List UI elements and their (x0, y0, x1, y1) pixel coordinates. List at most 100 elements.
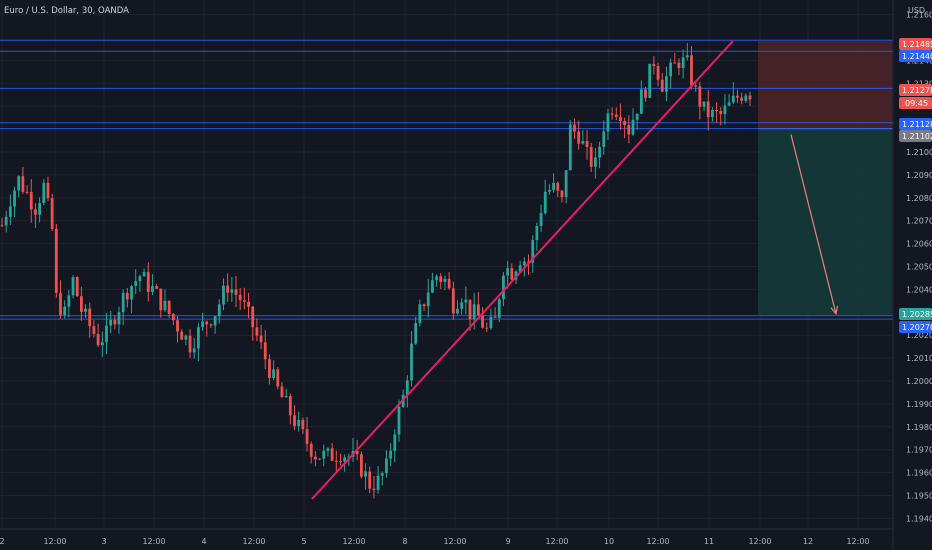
price-tick-label: 1.19700 (906, 446, 932, 455)
horizontal-lines[interactable] (0, 39, 893, 320)
candle-body (585, 140, 589, 147)
candle-body (631, 119, 635, 135)
candle-body (493, 316, 497, 318)
candle-body (698, 86, 702, 107)
price-tick-label: 1.20500 (906, 263, 932, 272)
candle-body (502, 275, 505, 300)
candle-body (130, 286, 133, 300)
candle-body (652, 63, 656, 67)
candle-body (539, 213, 543, 227)
candle-body (34, 209, 37, 215)
trendline[interactable] (311, 40, 734, 500)
price-tag-label: 1.20285 (902, 310, 932, 319)
candle-body (59, 292, 62, 316)
candle-body (84, 308, 87, 312)
countdown-box (899, 97, 932, 109)
candle-body (464, 299, 468, 303)
candle-body (635, 113, 639, 120)
candle-body (481, 315, 484, 328)
candle-body (380, 473, 384, 476)
candle-body (690, 55, 693, 86)
candle-body (96, 333, 100, 346)
candle-body (176, 320, 179, 332)
position-zones[interactable] (758, 40, 892, 316)
candle-body (560, 190, 564, 198)
candle-body (627, 125, 631, 135)
candle-body (334, 460, 338, 462)
candle-body (639, 89, 643, 114)
time-tick-label: 2 (0, 537, 5, 546)
time-tick-label: 11 (704, 537, 714, 546)
candle-body (685, 55, 689, 58)
stop-loss-zone[interactable] (758, 40, 892, 129)
price-tick-label: 1.21300 (906, 79, 932, 88)
candle-body (660, 79, 664, 92)
candle-body (665, 76, 668, 92)
candle-body (50, 198, 54, 229)
price-tags: 1.21485 1.21440 1.21278 1.21128 1.21102 1.202… (899, 38, 932, 333)
candles (0, 43, 752, 499)
forecast-arrow-head[interactable] (830, 305, 839, 316)
candle-body (489, 316, 493, 328)
candle-body (405, 380, 409, 395)
candle-body (21, 176, 25, 192)
candle-body (247, 301, 250, 307)
time-tick-label: 12 (803, 537, 813, 546)
candle-body (309, 443, 313, 457)
price-tag-box (899, 308, 932, 320)
candle-body (192, 348, 196, 353)
candle-body (364, 471, 367, 477)
forecast-arrow-line[interactable] (790, 134, 837, 314)
candle-body (347, 456, 351, 458)
candle-body (598, 146, 601, 158)
candle-body (359, 454, 363, 477)
candle-body (426, 292, 430, 307)
candle-body (740, 97, 744, 101)
price-tag-box (899, 130, 932, 142)
candle-body (372, 488, 376, 490)
candle-body (155, 286, 159, 289)
candle-body (476, 304, 480, 316)
candle-body (736, 95, 739, 98)
candle-body (88, 308, 92, 327)
candle-body (276, 369, 280, 387)
candle-body (234, 289, 238, 295)
arrow-group[interactable] (790, 134, 839, 316)
time-tick-label: 12:00 (748, 537, 771, 546)
candle-body (92, 326, 96, 334)
candle-body (431, 280, 434, 293)
candle-body (355, 450, 359, 455)
time-axis[interactable]: 2 12:00 3 12:00 4 12:00 5 12:00 8 12:00 9 12:00 10 12… (0, 537, 870, 546)
candle-body (197, 327, 200, 349)
candle-body (146, 272, 150, 292)
candle-body (577, 131, 581, 144)
price-tick-label: 1.19900 (906, 400, 932, 409)
candle-body (209, 324, 213, 326)
candle-body (121, 292, 125, 313)
take-profit-zone[interactable] (758, 128, 892, 316)
candle-body (506, 268, 510, 276)
price-tick-label: 1.19800 (906, 423, 932, 432)
candle-body (314, 456, 317, 460)
candle-body (17, 176, 21, 191)
candle-body (368, 471, 372, 489)
price-axis[interactable]: 1.216001.214001.213001.212001.210001.209… (906, 11, 932, 524)
candle-body (217, 304, 221, 317)
candle-body (414, 323, 418, 344)
trendline-group[interactable] (311, 40, 734, 500)
candle-body (447, 278, 451, 289)
candle-body (201, 321, 204, 328)
candle-body (213, 316, 217, 326)
candle-body (25, 191, 29, 193)
candle-body (581, 140, 585, 144)
candle-body (669, 62, 673, 77)
time-tick-label: 12:00 (846, 537, 869, 546)
price-tag-box (899, 50, 932, 62)
candle-body (376, 475, 380, 490)
candle-body (46, 182, 50, 199)
price-tick-label: 1.20600 (906, 240, 932, 249)
candle-body (677, 62, 681, 69)
candle-body (117, 312, 121, 325)
chart-title: Euro / U.S. Dollar, 30, OANDA (4, 6, 129, 16)
